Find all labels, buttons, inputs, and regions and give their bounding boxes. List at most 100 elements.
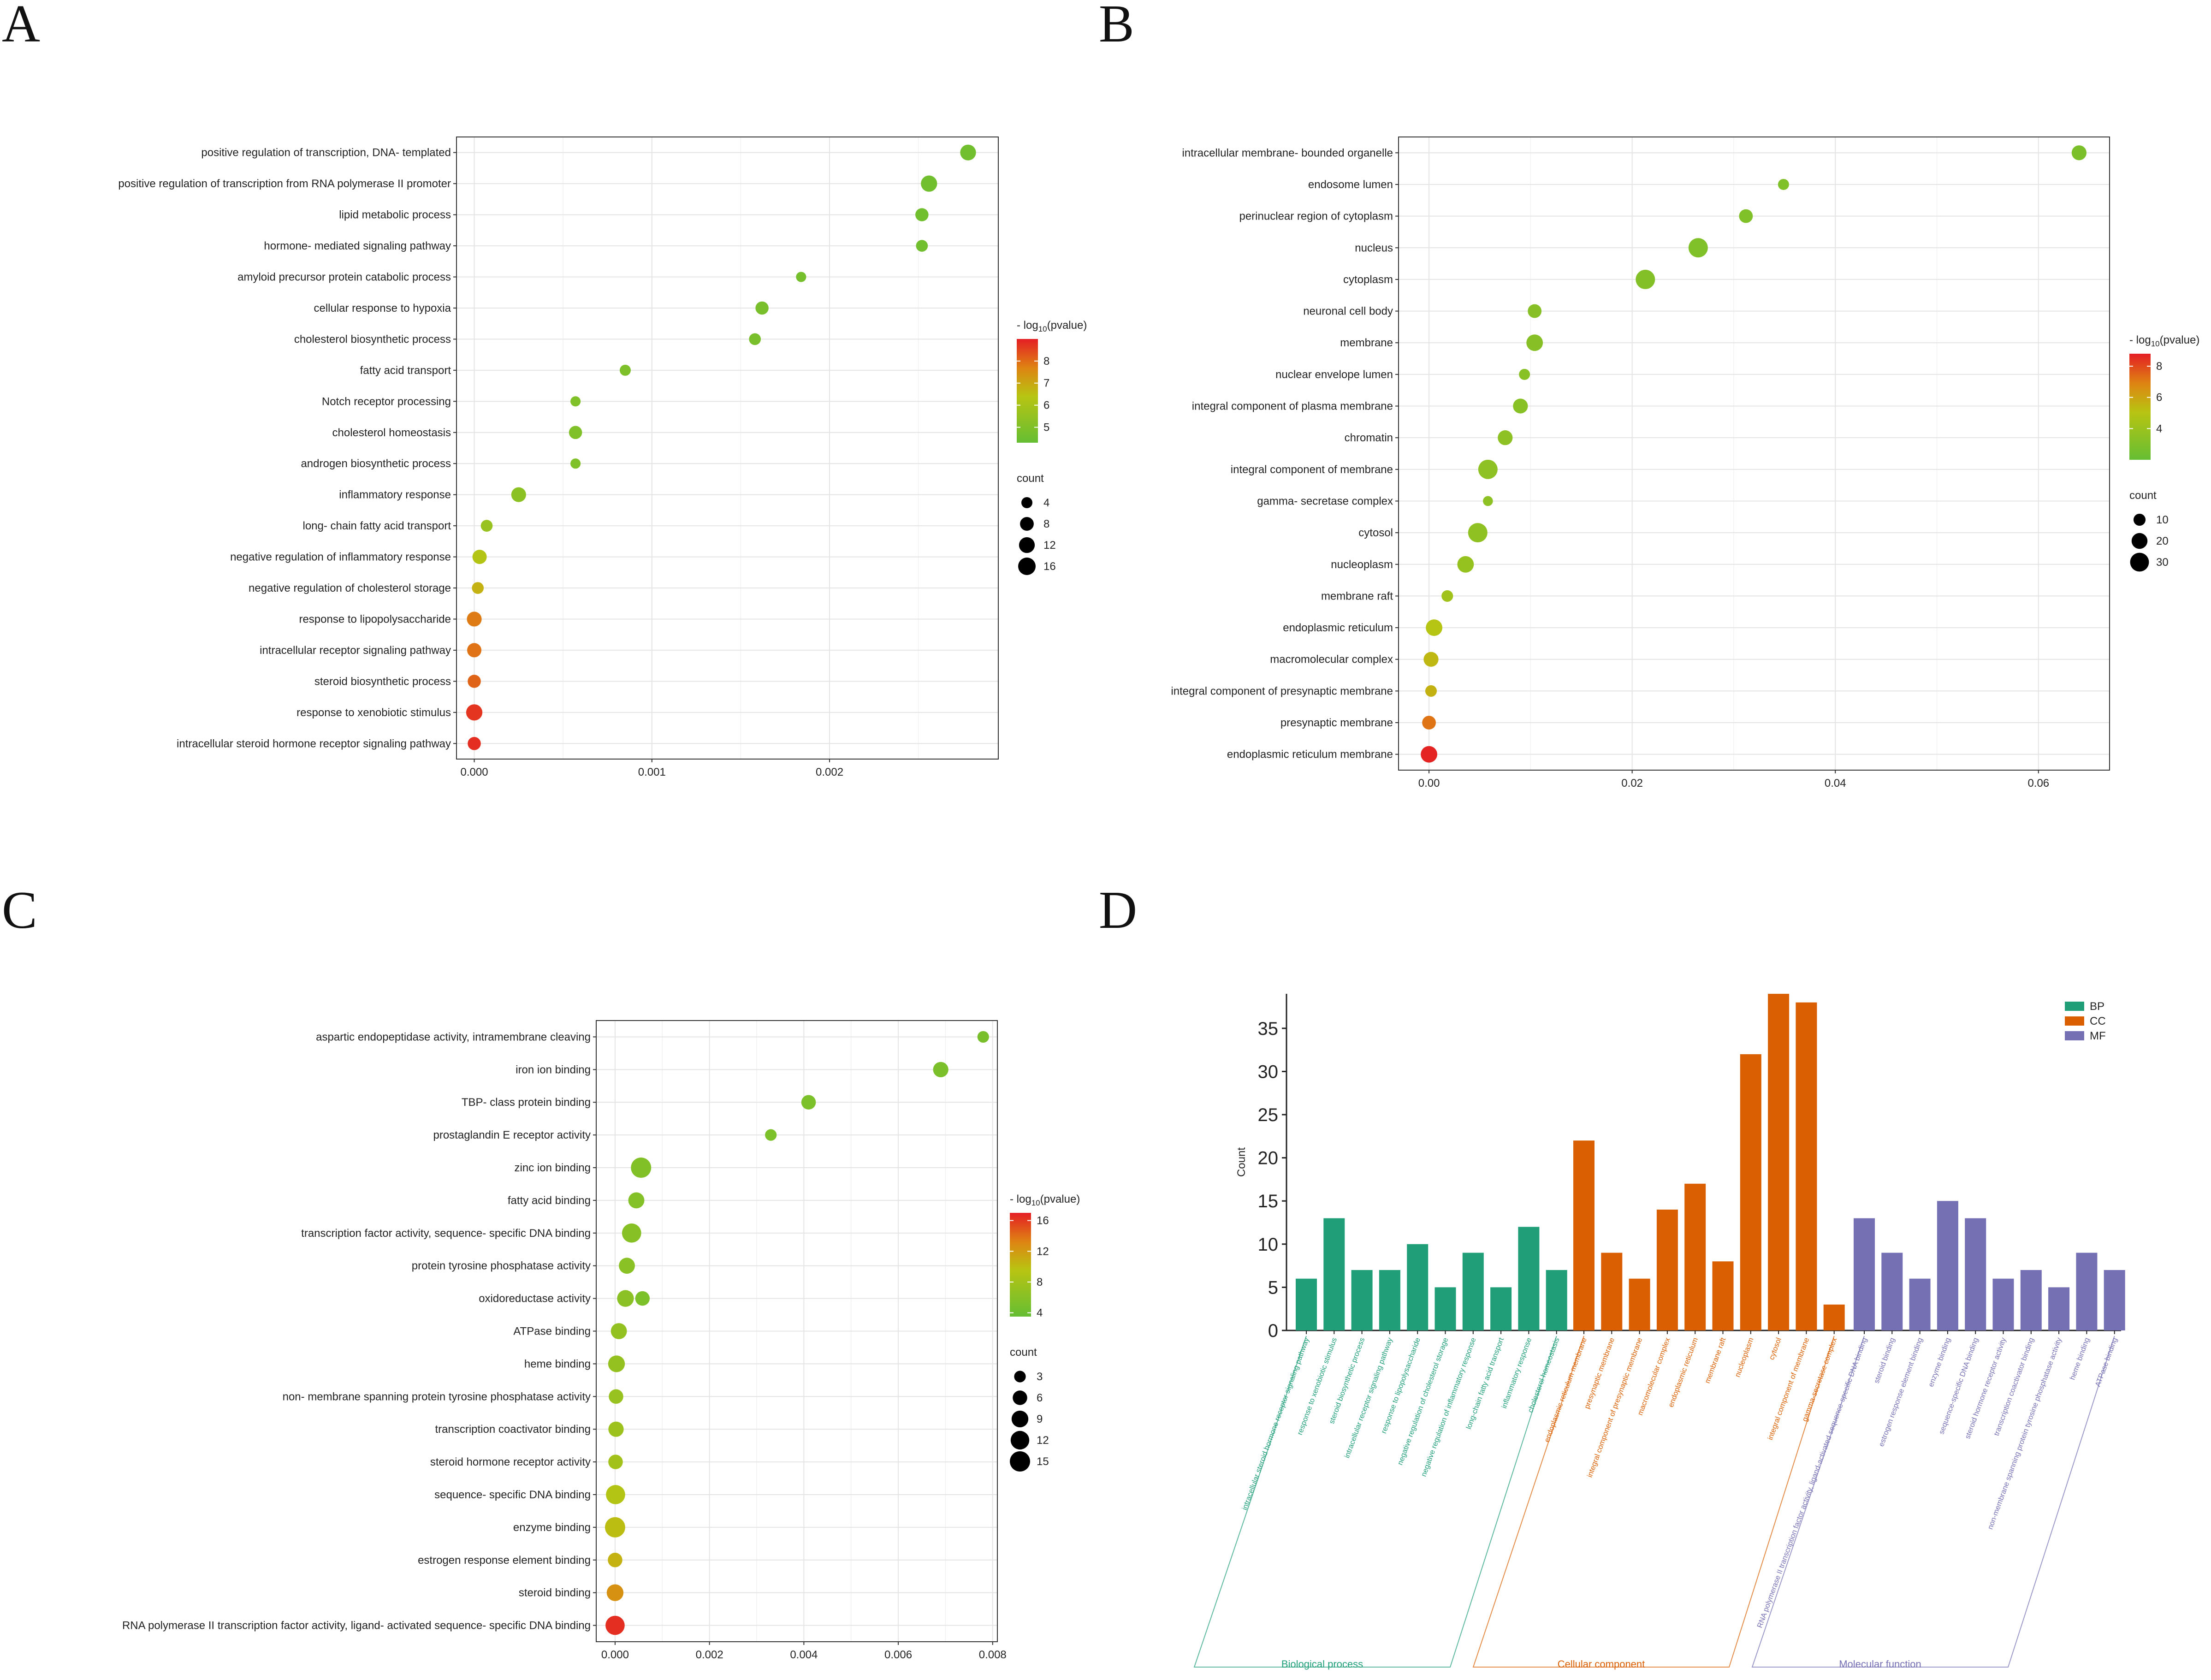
y-tick-label: gamma- secretase complex bbox=[1257, 495, 1393, 507]
size-legend-label: 4 bbox=[1043, 497, 1049, 509]
category-label: membrane raft bbox=[1704, 1336, 1728, 1384]
size-legend-label: 9 bbox=[1037, 1413, 1043, 1425]
y-tick-label: protein tyrosine phosphatase activity bbox=[412, 1260, 591, 1272]
y-tick-label: prostaglandin E receptor activity bbox=[433, 1129, 591, 1141]
data-point bbox=[570, 396, 581, 407]
size-legend-dot bbox=[1010, 1451, 1030, 1472]
data-point bbox=[468, 675, 481, 688]
y-tick-label: zinc ion binding bbox=[515, 1162, 591, 1174]
y-tick-label: chromatin bbox=[1345, 432, 1393, 444]
y-tick-label: nucleus bbox=[1355, 242, 1393, 254]
size-legend-label: 20 bbox=[2156, 535, 2169, 547]
legend-label: MF bbox=[2090, 1030, 2106, 1042]
y-tick-label: amyloid precursor protein catabolic proc… bbox=[237, 271, 451, 284]
size-legend-label: 8 bbox=[1043, 518, 1049, 530]
data-point bbox=[916, 240, 928, 252]
data-point bbox=[755, 301, 769, 315]
data-point bbox=[960, 144, 976, 160]
x-tick-label: 0.004 bbox=[790, 1649, 818, 1661]
data-point bbox=[1528, 304, 1542, 318]
bar bbox=[1379, 1270, 1400, 1330]
color-legend-label: 6 bbox=[2156, 392, 2162, 404]
y-tick-label: fatty acid binding bbox=[508, 1194, 591, 1207]
plot-background bbox=[456, 137, 998, 759]
y-tick-label: iron ion binding bbox=[516, 1063, 591, 1076]
y-tick-label: 15 bbox=[1258, 1191, 1279, 1211]
category-label: intracellular receptor signaling pathway bbox=[1343, 1337, 1394, 1460]
data-point bbox=[467, 611, 482, 627]
bar bbox=[1909, 1278, 1931, 1330]
y-tick-label: intracellular receptor signaling pathway bbox=[260, 644, 451, 657]
color-legend-label: 7 bbox=[1043, 377, 1049, 390]
bar bbox=[1601, 1253, 1623, 1330]
x-tick-label: 0.002 bbox=[816, 766, 843, 778]
group-bracket bbox=[1751, 1336, 2115, 1668]
data-point bbox=[631, 1158, 652, 1178]
y-tick-label: heme binding bbox=[524, 1358, 591, 1370]
category-label: macromolecular complex bbox=[1636, 1337, 1672, 1417]
bar bbox=[1684, 1183, 1706, 1330]
size-legend-dot bbox=[2131, 533, 2148, 549]
y-tick-label: integral component of presynaptic membra… bbox=[1171, 685, 1393, 697]
size-legend-label: 12 bbox=[1037, 1434, 1049, 1447]
data-point bbox=[605, 1615, 625, 1635]
plot-border bbox=[1398, 137, 2110, 771]
bar bbox=[1992, 1278, 2014, 1330]
data-point bbox=[1519, 368, 1530, 380]
data-point bbox=[608, 1454, 623, 1469]
y-tick-label: Notch receptor processing bbox=[322, 395, 451, 408]
bar bbox=[1462, 1253, 1484, 1330]
data-point bbox=[1478, 459, 1498, 479]
y-tick-label: sequence- specific DNA binding bbox=[434, 1489, 591, 1501]
y-tick-label: cellular response to hypoxia bbox=[314, 302, 451, 315]
data-point bbox=[635, 1291, 650, 1306]
y-tick-label: response to lipopolysaccharide bbox=[299, 613, 451, 625]
color-legend-title: - log10(pvalue) bbox=[1010, 1193, 1080, 1207]
size-legend-dot bbox=[1020, 517, 1034, 531]
y-tick-label: endoplasmic reticulum membrane bbox=[1227, 748, 1393, 761]
y-tick-label: 30 bbox=[1258, 1062, 1279, 1082]
y-tick-label: nuclear envelope lumen bbox=[1275, 368, 1393, 381]
y-tick-label: endoplasmic reticulum bbox=[1283, 622, 1393, 634]
y-tick-label: endosome lumen bbox=[1308, 178, 1393, 191]
bar bbox=[1518, 1227, 1540, 1330]
color-legend-bar bbox=[1010, 1213, 1031, 1317]
data-point bbox=[1688, 238, 1708, 258]
bar bbox=[1629, 1278, 1650, 1330]
bar bbox=[1712, 1261, 1734, 1330]
data-point bbox=[1483, 496, 1493, 506]
y-tick-label: cholesterol biosynthetic process bbox=[294, 333, 451, 345]
y-tick-label: estrogen response element binding bbox=[418, 1554, 591, 1567]
data-point bbox=[569, 426, 582, 439]
data-point bbox=[915, 208, 929, 221]
bar bbox=[1434, 1287, 1456, 1330]
category-label: heme binding bbox=[2069, 1337, 2091, 1381]
category-label: negative regulation of cholesterol stora… bbox=[1396, 1336, 1450, 1466]
category-label: enzyme binding bbox=[1927, 1337, 1952, 1388]
bar bbox=[2020, 1270, 2042, 1330]
y-tick-label: steroid biosynthetic process bbox=[314, 675, 451, 688]
data-point bbox=[765, 1129, 777, 1141]
color-legend-label: 5 bbox=[1043, 421, 1049, 433]
color-legend-bar bbox=[2129, 354, 2151, 460]
panel-letter-d: D bbox=[1099, 881, 1137, 939]
x-tick-label: 0.002 bbox=[696, 1649, 723, 1661]
data-point bbox=[749, 333, 761, 345]
data-point bbox=[472, 582, 484, 594]
category-label: endoplasmic reticulum bbox=[1667, 1337, 1700, 1408]
data-point bbox=[1498, 430, 1513, 445]
data-point bbox=[466, 704, 483, 721]
data-point bbox=[2071, 145, 2087, 160]
group-bracket bbox=[1193, 1336, 1557, 1668]
legend-label: BP bbox=[2090, 1000, 2104, 1013]
panel-letter-b: B bbox=[1099, 0, 1134, 53]
size-legend-dot bbox=[2130, 552, 2149, 572]
y-tick-label: 10 bbox=[1258, 1235, 1279, 1255]
y-tick-label: 25 bbox=[1258, 1105, 1279, 1125]
y-tick-label: 0 bbox=[1268, 1321, 1278, 1341]
color-legend-label: 6 bbox=[1043, 399, 1049, 412]
color-legend-label: 4 bbox=[1037, 1307, 1043, 1319]
x-tick-label: 0.02 bbox=[1621, 777, 1643, 790]
x-tick-label: 0.001 bbox=[638, 766, 666, 778]
